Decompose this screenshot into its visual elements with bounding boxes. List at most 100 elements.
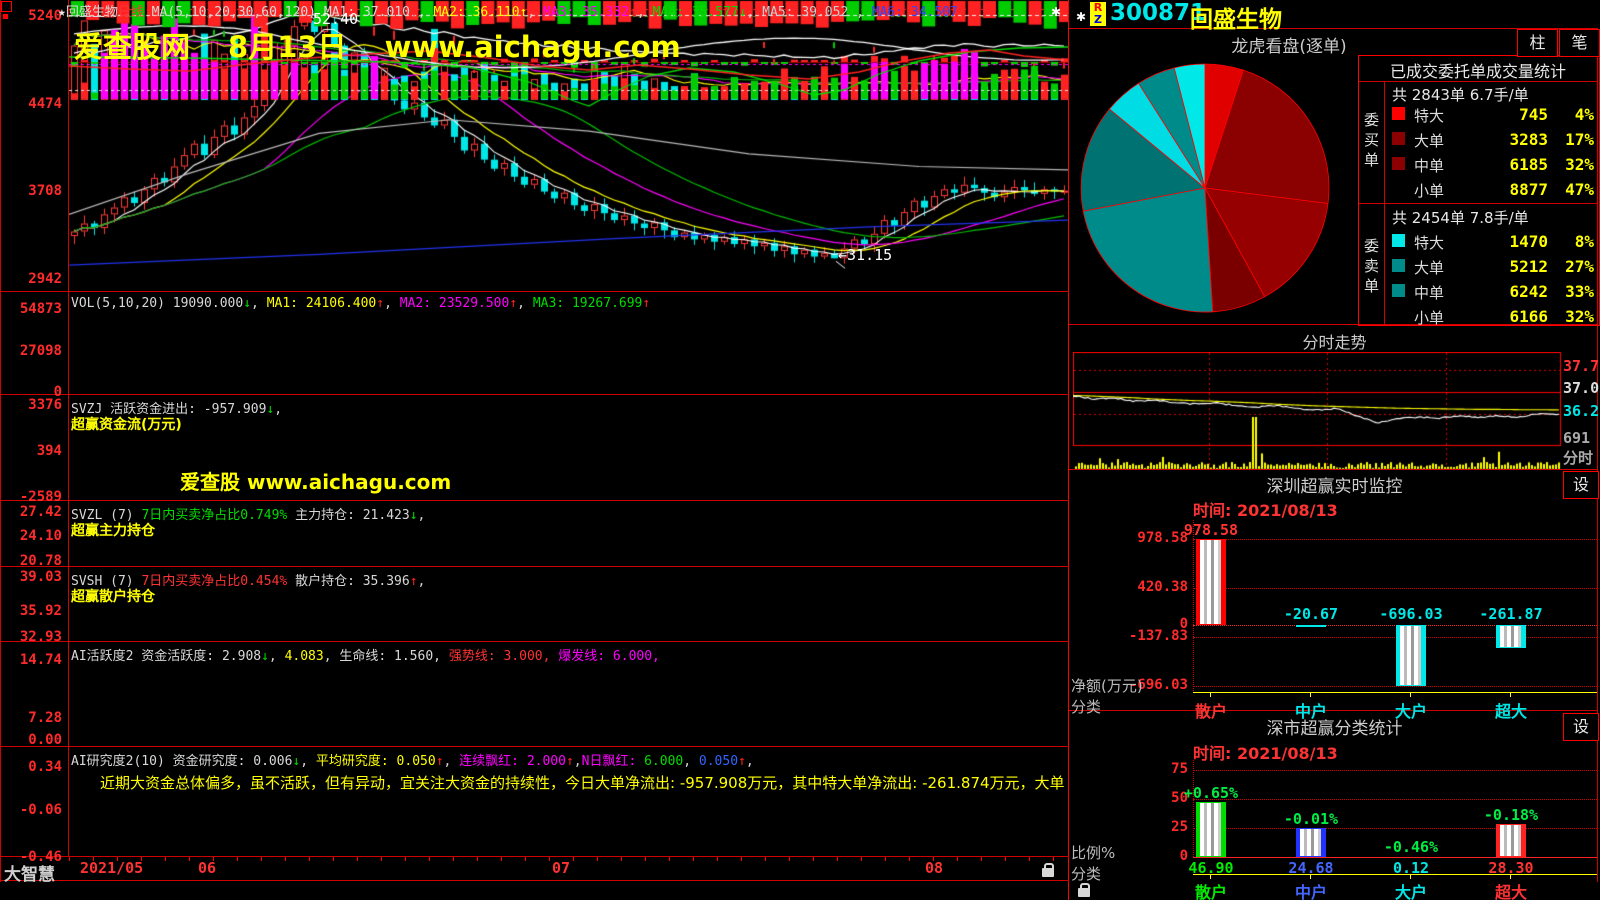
group-summary: 共 2454单 7.8手/单 (1392, 209, 1529, 227)
rz-badge-z: Z (1094, 13, 1102, 26)
axis-label: -2589 (19, 489, 62, 505)
header-segment: MA1: 24106.400 (266, 296, 377, 311)
timeline-tick (309, 857, 310, 861)
header-segment: ↓ (261, 649, 269, 664)
swatch-大单 (1392, 259, 1405, 272)
stats-change-label: +0.65% (1183, 784, 1239, 803)
ai-research-canvas[interactable] (69, 0, 1069, 108)
baseline-tick (1310, 874, 1311, 879)
monitor-settings-button[interactable]: 设 (1563, 471, 1599, 499)
row-name: 大单 (1414, 259, 1445, 277)
stats-value-label: 28.30 (1488, 859, 1534, 877)
row-pct: 8% (1574, 232, 1594, 251)
stats-time: 时间: 2021/08/13 (1193, 744, 1338, 763)
header-segment: , (417, 574, 426, 589)
row-pct: 33% (1565, 282, 1594, 301)
header-segment: , (517, 296, 533, 311)
monitor-value-label: -20.67 (1283, 605, 1339, 623)
header-segment: 爆发线: 6.000, (558, 649, 660, 664)
axis-label: 27.42 (19, 504, 62, 520)
header-segment: MA2: 23529.500 (399, 296, 510, 311)
monitor-cat-label: 散户 (1194, 702, 1227, 721)
stock-code[interactable]: 300871 (1110, 0, 1207, 26)
header-segment: 4.083 (284, 649, 324, 664)
axis-label: 20.78 (19, 553, 62, 569)
timeline-tick (765, 857, 766, 861)
header-segment: 回盛生物 (65, 5, 118, 20)
timeline-tick (381, 857, 382, 861)
header-segment: , (268, 649, 285, 664)
header-segment: ↑ (629, 5, 637, 20)
header-segment: 连续飘红: 2.000 (459, 754, 566, 769)
header-segment: ↓ (409, 508, 418, 523)
timeline-tick (741, 857, 742, 861)
fenshi-chart-canvas[interactable] (1073, 352, 1562, 470)
row-name: 大单 (1414, 132, 1445, 150)
ai-research-header: AI研究度2(10) 资金研究度: 0.006↓, 平均研究度: 0.050↑,… (71, 750, 754, 769)
stats-cat-label: 散户 (1194, 883, 1227, 900)
gridline (1193, 587, 1597, 589)
stats-bar-2 (1296, 828, 1326, 857)
stats-cat-label: 中户 (1294, 883, 1327, 900)
vol-header: VOL(5,10,20) 19090.000↓, MA1: 24106.400↑… (71, 296, 650, 311)
stats-settings-button[interactable]: 设 (1563, 713, 1599, 741)
axis-line (1193, 760, 1194, 857)
corner-dot-icon (3, 14, 8, 19)
row-name: 中单 (1414, 157, 1445, 175)
header-segment: MA2: 36.110 (433, 5, 520, 20)
row-count: 5212 (1509, 257, 1548, 276)
axis-label: -0.46 (19, 849, 62, 865)
stats-change-label: -0.18% (1483, 806, 1539, 825)
header-segment: AI活跃度2 资金活跃度: 2.908 (71, 649, 262, 664)
order-volume-pie-chart[interactable] (1077, 60, 1333, 316)
watermark-site: 爱查股网 (74, 30, 191, 64)
monitor-cat-label: 中户 (1294, 702, 1327, 721)
row-name: 小单 (1414, 182, 1445, 200)
timeline-tick (981, 857, 982, 861)
timeline-tick (669, 857, 670, 861)
monitor-value-label: -261.87 (1479, 605, 1543, 623)
header-segment: , (443, 754, 460, 769)
header-segment: ★ (58, 5, 66, 20)
timeline-tick (189, 857, 190, 861)
monitor-cat-label: 超大 (1494, 702, 1527, 721)
baseline-tick (1510, 692, 1511, 697)
bar-mode-button[interactable]: 柱 (1517, 29, 1558, 57)
header-segment: , (683, 754, 699, 769)
svzl-header: SVZL (7) 7日内买卖净占比0.749% 主力持仓: 21.423↓, (71, 504, 425, 523)
header-segment: 日线 (117, 5, 144, 20)
svsh-subtitle: 超赢散户持仓 (71, 589, 155, 605)
pie-slice (1204, 187, 1329, 298)
row-count: 6242 (1509, 282, 1548, 301)
stats-axis-label: 75 (1171, 760, 1188, 777)
timeline-tick (909, 857, 910, 861)
row-pct: 17% (1565, 130, 1594, 149)
row-count: 3283 (1509, 130, 1548, 149)
corner-icon[interactable] (1, 1, 12, 12)
stock-name[interactable]: 回盛生物 (1190, 7, 1282, 33)
pen-mode-button[interactable]: 笔 (1559, 29, 1600, 57)
header-segment: ↑ (509, 296, 518, 311)
header-segment: , (300, 754, 316, 769)
swatch-大单 (1392, 132, 1405, 145)
axis-label: 54873 (19, 301, 62, 317)
right-asterisk-icon: ✱ (1076, 10, 1087, 24)
stats-value-label: 46.90 (1188, 859, 1234, 877)
monitor-time: 时间: 2021/08/13 (1193, 501, 1338, 520)
axis-label: 394 (36, 443, 62, 459)
row-pct: 27% (1565, 257, 1594, 276)
header-segment: ↓ (266, 402, 275, 417)
svzl-subtitle: 超赢主力持仓 (71, 523, 155, 539)
timeline-tick (333, 857, 334, 861)
monitor-axis-label: -696.03 (1128, 677, 1188, 694)
timeline-tick (117, 857, 118, 861)
fenshi-level-label: 691 (1563, 429, 1591, 447)
lock-icon[interactable] (1042, 863, 1054, 877)
timeline-tick (597, 857, 598, 861)
header-segment: , (856, 5, 872, 20)
fenshi-level-label: 37.02 (1563, 379, 1600, 397)
header-segment: MA1: 37.010 (323, 5, 410, 20)
timeline-tick (69, 857, 70, 861)
rz-badge-r: R (1093, 1, 1103, 14)
row-pct: 32% (1565, 307, 1594, 326)
